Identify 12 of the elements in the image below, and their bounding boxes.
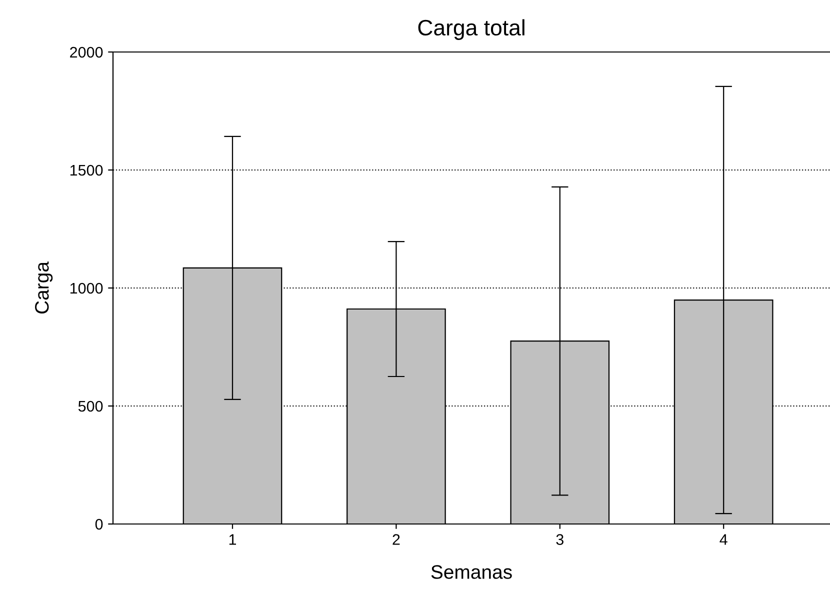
y-axis-title: Carga	[35, 262, 53, 314]
y-tick-label: 0	[95, 518, 103, 530]
x-tick-label: 2	[392, 534, 400, 545]
x-tick-label: 1	[229, 534, 236, 545]
y-tick-label: 1000	[70, 282, 103, 294]
x-axis-title: Semanas	[431, 565, 512, 579]
chart-title: Carga total	[418, 19, 524, 40]
y-tick-label: 1500	[70, 164, 103, 176]
x-tick-label: 3	[556, 534, 564, 545]
y-tick-label: 2000	[70, 46, 103, 58]
y-tick-label: 500	[78, 400, 103, 412]
x-tick-label: 4	[720, 534, 728, 545]
